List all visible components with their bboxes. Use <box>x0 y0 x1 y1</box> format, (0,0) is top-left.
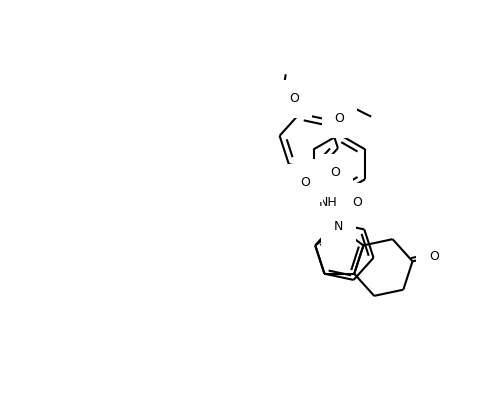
Text: O: O <box>352 196 362 208</box>
Text: NH: NH <box>319 196 338 209</box>
Text: O: O <box>335 112 344 125</box>
Text: O: O <box>331 166 340 179</box>
Text: O: O <box>316 196 326 208</box>
Text: S: S <box>316 171 324 184</box>
Text: O: O <box>429 250 439 263</box>
Text: O: O <box>300 176 310 189</box>
Text: S: S <box>336 196 343 208</box>
Text: O: O <box>290 92 300 105</box>
Text: N: N <box>334 220 343 233</box>
